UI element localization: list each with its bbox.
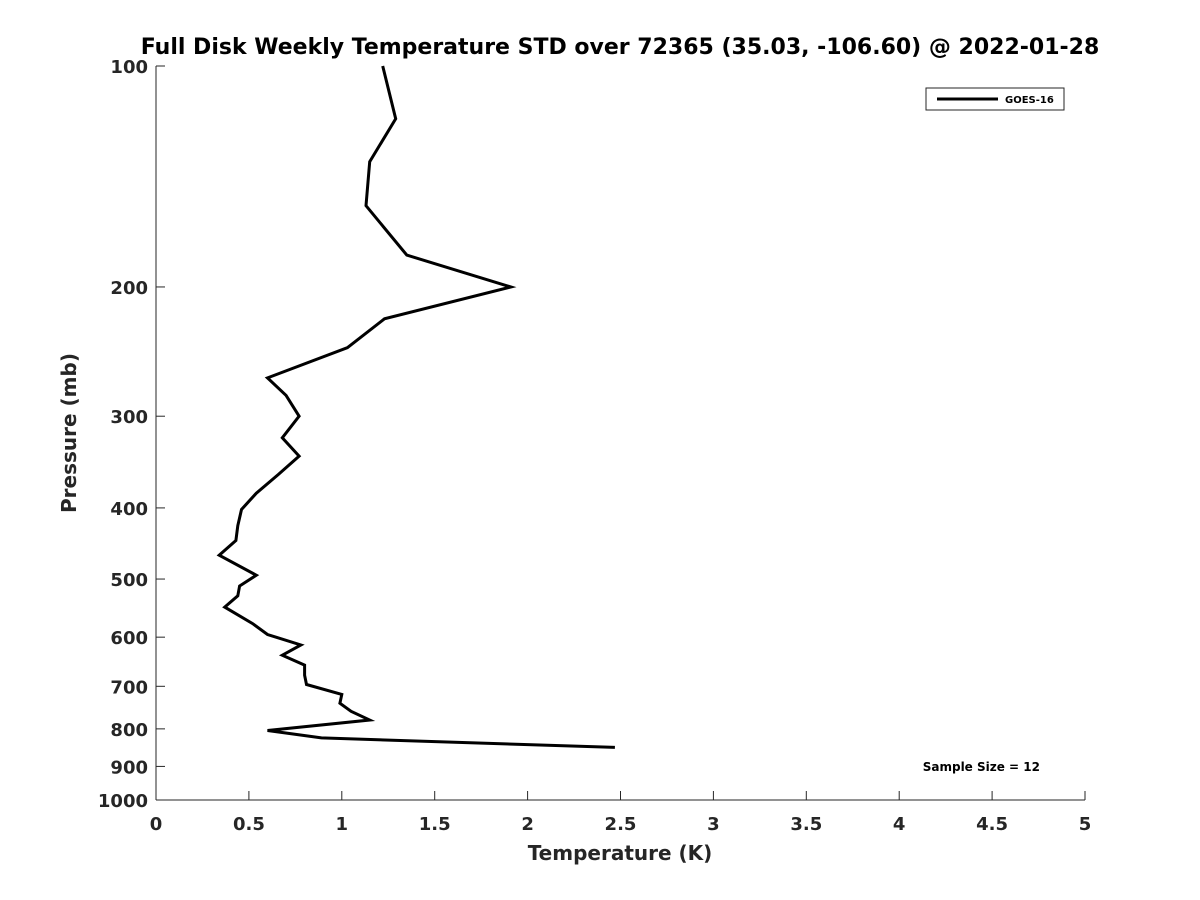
y-tick-label: 500: [110, 570, 148, 591]
y-tick-label: 600: [110, 628, 148, 649]
y-tick-label: 400: [110, 499, 148, 520]
y-tick-label: 800: [110, 720, 148, 741]
y-tick-label: 700: [110, 677, 148, 698]
x-tick-label: 4: [893, 814, 906, 835]
y-ticks: 100 200 300 400 500 600 700 800 900 1000: [98, 57, 165, 812]
x-tick-label: 2: [521, 814, 534, 835]
series-line-goes-16: [216, 65, 615, 749]
x-tick-label: 0.5: [233, 814, 265, 835]
y-tick-label: 300: [110, 407, 148, 428]
x-tick-label: 3: [707, 814, 720, 835]
y-tick-label: 100: [110, 57, 148, 78]
x-tick-label: 2.5: [605, 814, 637, 835]
x-tick-label: 1.5: [419, 814, 451, 835]
legend: GOES-16: [925, 87, 1065, 111]
legend-label-goes-16: GOES-16: [1005, 95, 1054, 106]
x-tick-label: 4.5: [976, 814, 1008, 835]
x-tick-label: 1: [336, 814, 349, 835]
plot-area: 0 0.5 1 1.5 2 2.5 3 3.5 4 4.5 5 100 200 300 400 500 600…: [98, 57, 1091, 835]
x-tick-label: 5: [1079, 814, 1092, 835]
chart-title: Full Disk Weekly Temperature STD over 72…: [141, 35, 1100, 60]
x-axis-label: Temperature (K): [528, 841, 713, 865]
x-tick-label: 0: [150, 814, 163, 835]
y-axis-label: Pressure (mb): [57, 353, 81, 513]
y-tick-label: 1000: [98, 791, 148, 812]
series-layer: [216, 65, 615, 749]
sample-size-annotation: Sample Size = 12: [923, 760, 1040, 774]
x-ticks: 0 0.5 1 1.5 2 2.5 3 3.5 4 4.5 5: [150, 791, 1092, 835]
x-tick-label: 3.5: [790, 814, 822, 835]
y-tick-label: 200: [110, 278, 148, 299]
y-tick-label: 900: [110, 757, 148, 778]
